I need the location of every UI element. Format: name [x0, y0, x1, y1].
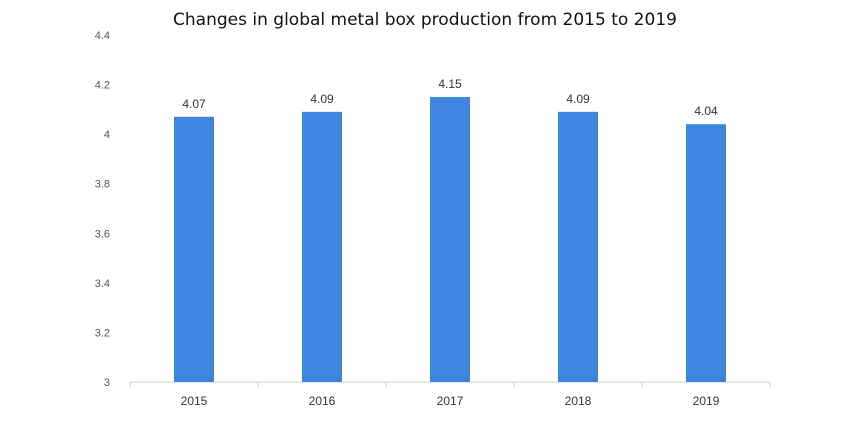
data-label: 4.09: [566, 92, 590, 106]
y-tick-label: 4.4: [95, 30, 110, 42]
y-tick-label: 4: [104, 129, 110, 141]
y-tick-label: 3.6: [95, 228, 110, 240]
bars: [174, 96, 726, 383]
data-label: 4.15: [438, 77, 462, 91]
data-label: 4.09: [310, 92, 334, 106]
bar-2016: [302, 111, 342, 382]
x-tick-label: 2015: [181, 394, 208, 408]
y-tick-label: 3: [104, 377, 110, 389]
x-tick-label: 2016: [309, 394, 336, 408]
y-tick-label: 3.4: [95, 278, 110, 290]
y-axis: 3 3.2 3.4 3.6 3.8 4 4.2 4.4: [95, 30, 110, 389]
x-tick-label: 2017: [437, 394, 464, 408]
bar-2017: [430, 96, 470, 382]
data-labels: 4.07 4.09 4.15 4.09 4.04: [182, 77, 718, 118]
x-tick-label: 2018: [565, 394, 592, 408]
y-tick-label: 3.8: [95, 179, 110, 191]
bar-2019: [686, 124, 726, 382]
x-axis: 2015 2016 2017 2018 2019: [129, 381, 771, 408]
bar-2015: [174, 116, 214, 383]
data-label: 4.04: [694, 104, 718, 118]
bar-2018: [558, 111, 598, 382]
y-tick-label: 3.2: [95, 327, 110, 339]
x-tick-label: 2019: [693, 394, 720, 408]
data-label: 4.07: [182, 97, 206, 111]
y-tick-label: 4.2: [95, 80, 110, 92]
chart-title: Changes in global metal box production f…: [173, 10, 677, 30]
